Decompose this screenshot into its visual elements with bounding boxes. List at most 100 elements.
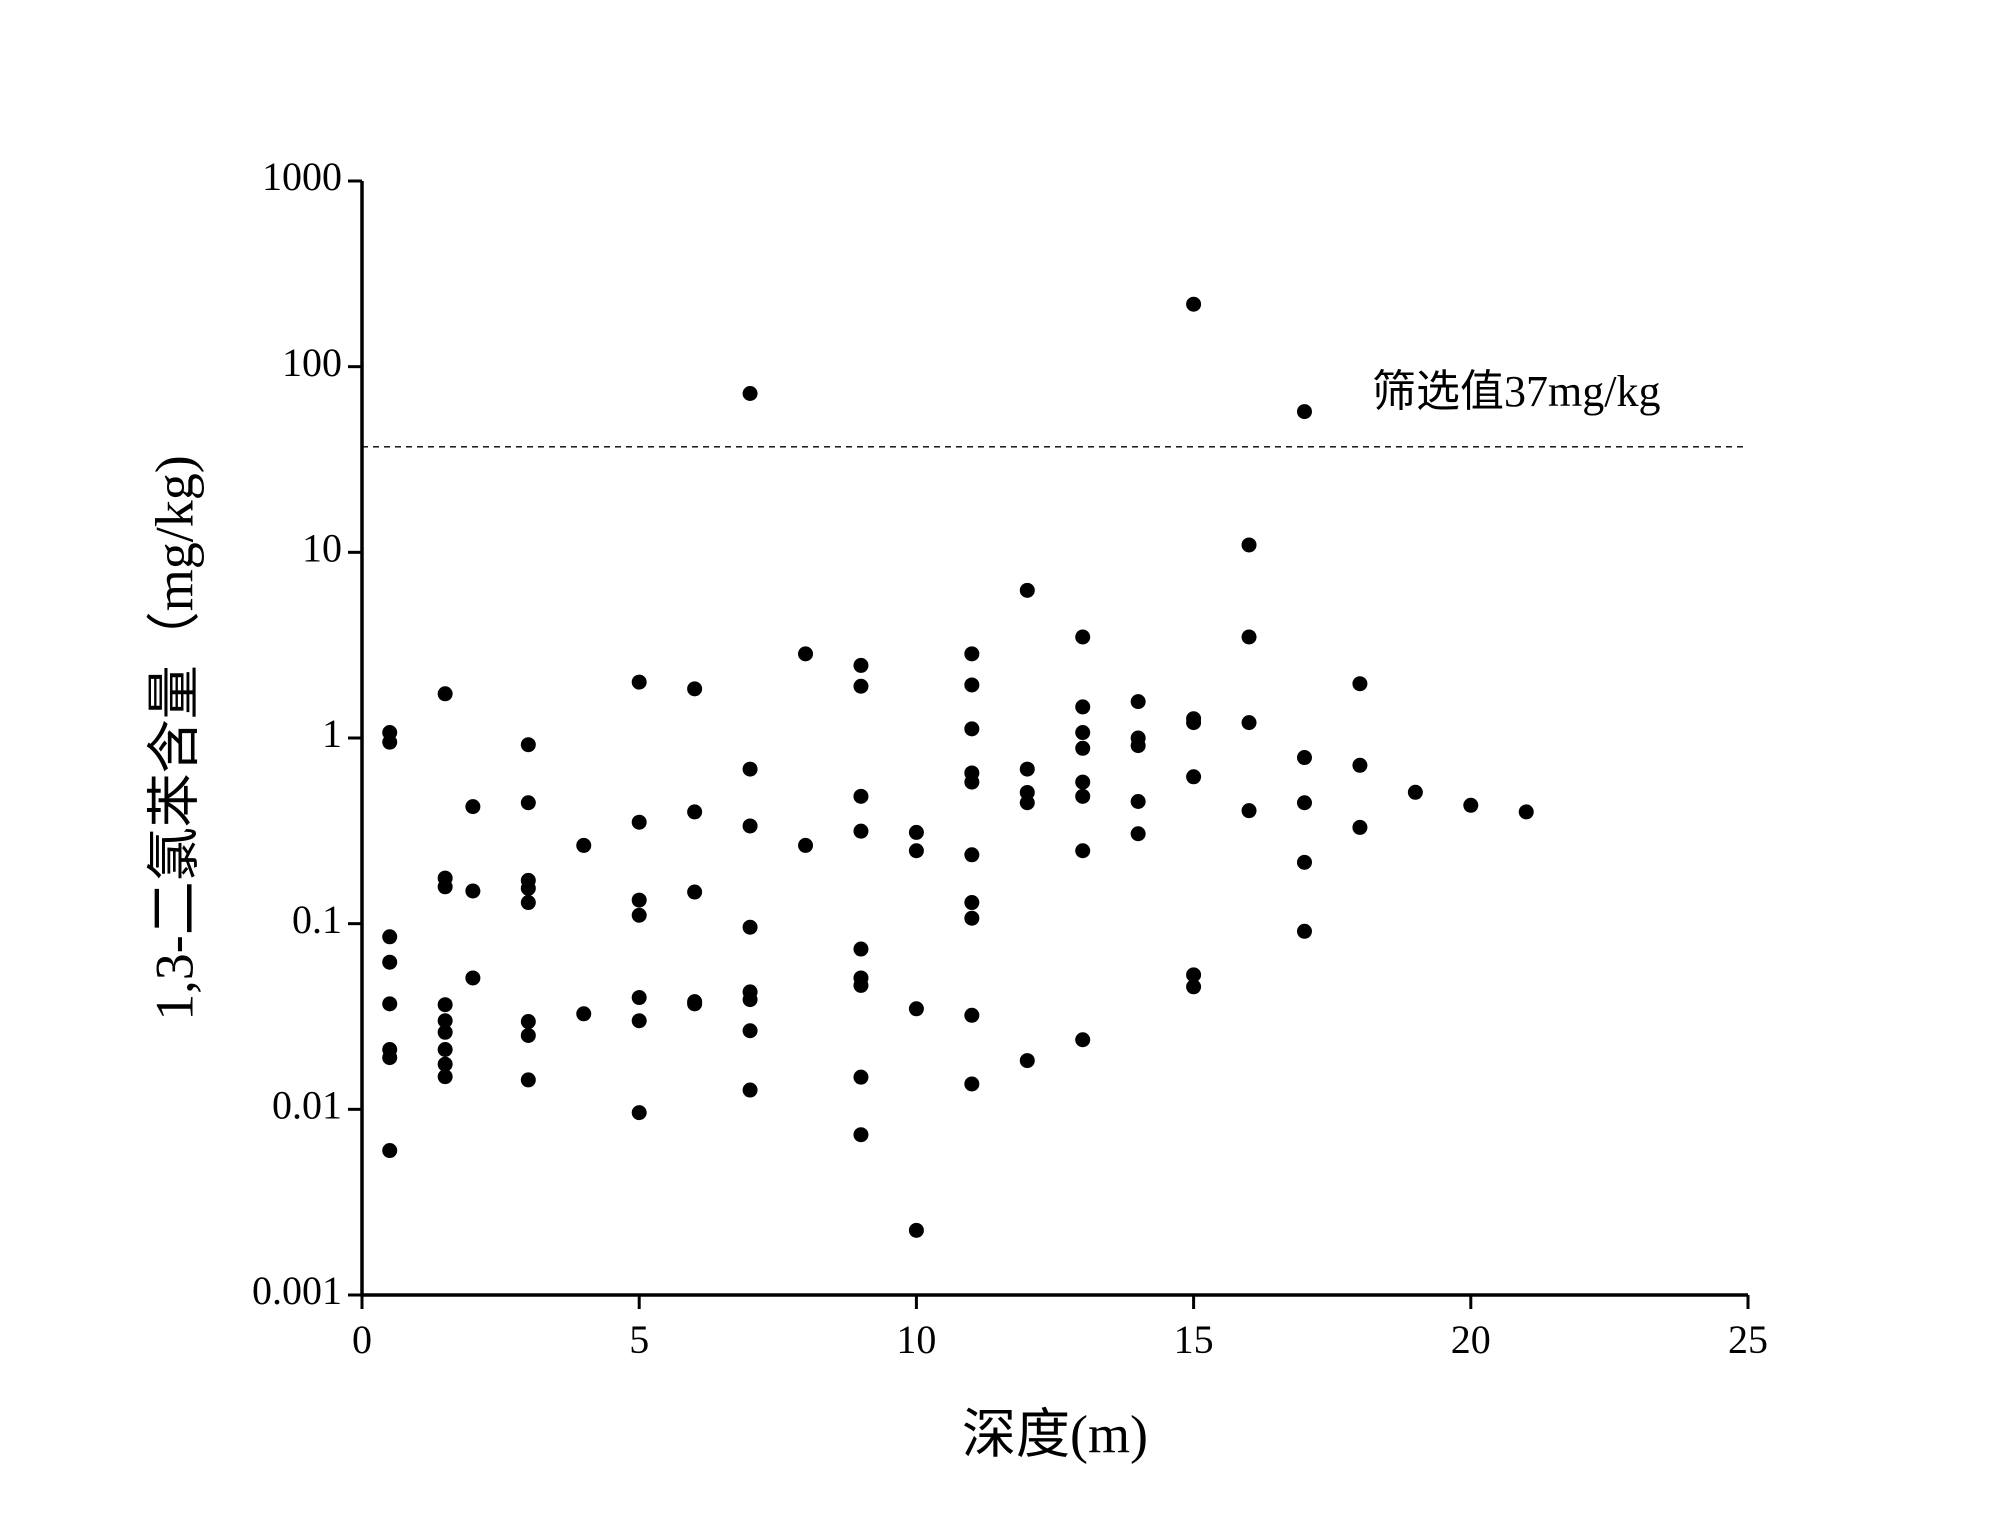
point [687, 996, 703, 1012]
point [1296, 795, 1312, 811]
point [1019, 1053, 1035, 1069]
point [687, 804, 703, 820]
point [520, 795, 536, 811]
point [1463, 797, 1479, 813]
point [1019, 761, 1035, 777]
point [520, 1027, 536, 1043]
y-tick-label: 10 [302, 526, 342, 571]
point [964, 847, 980, 863]
point [1352, 676, 1368, 692]
point [1075, 699, 1091, 715]
point [964, 677, 980, 693]
point [742, 818, 758, 834]
point [631, 674, 647, 690]
point [798, 837, 814, 853]
y-tick-label: 100 [282, 340, 342, 385]
point [853, 657, 869, 673]
point [908, 824, 924, 840]
point [908, 843, 924, 859]
point [1296, 854, 1312, 870]
point [465, 970, 481, 986]
point [1130, 738, 1146, 754]
point [520, 880, 536, 896]
point [1186, 979, 1202, 995]
point [964, 910, 980, 926]
point [631, 907, 647, 923]
point [853, 678, 869, 694]
point [437, 686, 453, 702]
y-tick-label: 0.1 [292, 897, 342, 942]
point [465, 799, 481, 815]
point [1019, 795, 1035, 811]
point [908, 1001, 924, 1017]
x-tick-label: 0 [352, 1317, 372, 1362]
point [742, 919, 758, 935]
point [382, 996, 398, 1012]
point [742, 1082, 758, 1098]
point [1186, 769, 1202, 785]
point [853, 1127, 869, 1143]
reference-label: 筛选值37mg/kg [1372, 367, 1660, 416]
point [520, 737, 536, 753]
point [437, 1042, 453, 1058]
point [742, 761, 758, 777]
point [964, 774, 980, 790]
point [742, 992, 758, 1008]
point [382, 1050, 398, 1066]
point [908, 1222, 924, 1238]
point [631, 1013, 647, 1029]
point [631, 892, 647, 908]
point [631, 990, 647, 1006]
point [1075, 1032, 1091, 1048]
y-tick-label: 0.001 [252, 1268, 342, 1313]
y-tick-label: 1 [322, 711, 342, 756]
point [1075, 788, 1091, 804]
point [964, 646, 980, 662]
point [1407, 784, 1423, 800]
point [520, 895, 536, 911]
point [1352, 757, 1368, 773]
point [687, 884, 703, 900]
point [964, 1007, 980, 1023]
point [1518, 804, 1534, 820]
x-axis-title: 深度(m) [962, 1404, 1148, 1464]
point [437, 1056, 453, 1072]
point [798, 646, 814, 662]
point [1075, 629, 1091, 645]
point [1019, 582, 1035, 598]
point [1186, 967, 1202, 983]
point [1019, 784, 1035, 800]
point [853, 788, 869, 804]
point [1186, 715, 1202, 731]
point [1075, 740, 1091, 756]
point [437, 1024, 453, 1040]
point [520, 1014, 536, 1030]
point [853, 1069, 869, 1085]
point [437, 1069, 453, 1085]
point [1296, 404, 1312, 420]
point [1075, 725, 1091, 741]
point [1241, 629, 1257, 645]
point [853, 977, 869, 993]
point [853, 941, 869, 957]
x-tick-label: 25 [1728, 1317, 1768, 1362]
point [1241, 803, 1257, 819]
point [1186, 296, 1202, 312]
point [1352, 819, 1368, 835]
x-tick-label: 5 [629, 1317, 649, 1362]
point [1075, 843, 1091, 859]
point [1241, 537, 1257, 553]
point [437, 879, 453, 895]
point [437, 1013, 453, 1029]
point [382, 1143, 398, 1159]
point [382, 954, 398, 970]
y-axis-title: 1,3-二氯苯含量（mg/kg) [144, 455, 204, 1020]
y-tick-label: 1000 [262, 154, 342, 199]
point [964, 721, 980, 737]
point [1130, 793, 1146, 809]
point [576, 1006, 592, 1022]
point [576, 837, 592, 853]
point [1241, 715, 1257, 731]
point [520, 1072, 536, 1088]
